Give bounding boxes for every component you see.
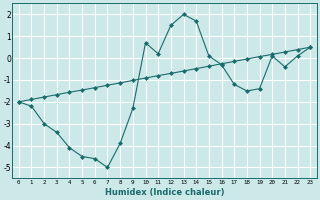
X-axis label: Humidex (Indice chaleur): Humidex (Indice chaleur)	[105, 188, 224, 197]
